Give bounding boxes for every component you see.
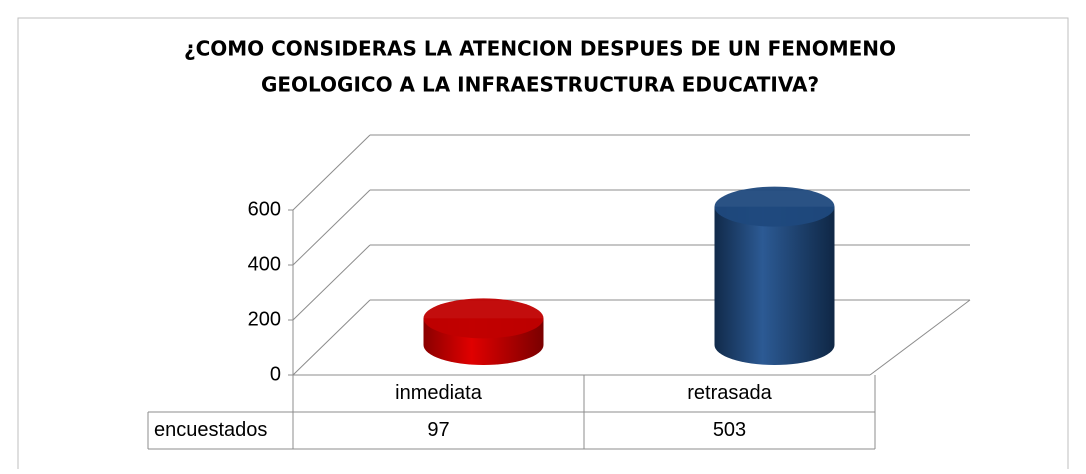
grid-line <box>292 134 371 211</box>
x-tick-label: inmediata <box>395 382 483 404</box>
grid-line <box>292 299 371 376</box>
grid-line <box>292 189 371 266</box>
floor-edge <box>869 299 971 376</box>
cylinder-top <box>714 186 835 227</box>
grid-line <box>292 244 371 321</box>
chart-subtitle: GEOLOGICO A LA INFRAESTRUCTURA EDUCATIVA… <box>261 73 819 97</box>
x-tick-label: retrasada <box>687 382 772 404</box>
y-tick-label: 0 <box>270 363 281 385</box>
y-tick-label: 200 <box>248 308 281 330</box>
legend-label: encuestados <box>154 419 267 441</box>
table-value: 503 <box>713 419 746 441</box>
chart-title: ¿COMO CONSIDERAS LA ATENCION DESPUES DE … <box>184 37 896 61</box>
y-tick-label: 600 <box>248 198 281 220</box>
chart-frame <box>17 17 1069 474</box>
cylinder-top <box>423 298 544 339</box>
table-value: 97 <box>427 419 449 441</box>
y-tick-label: 400 <box>248 253 281 275</box>
cylinder-body <box>714 206 835 345</box>
